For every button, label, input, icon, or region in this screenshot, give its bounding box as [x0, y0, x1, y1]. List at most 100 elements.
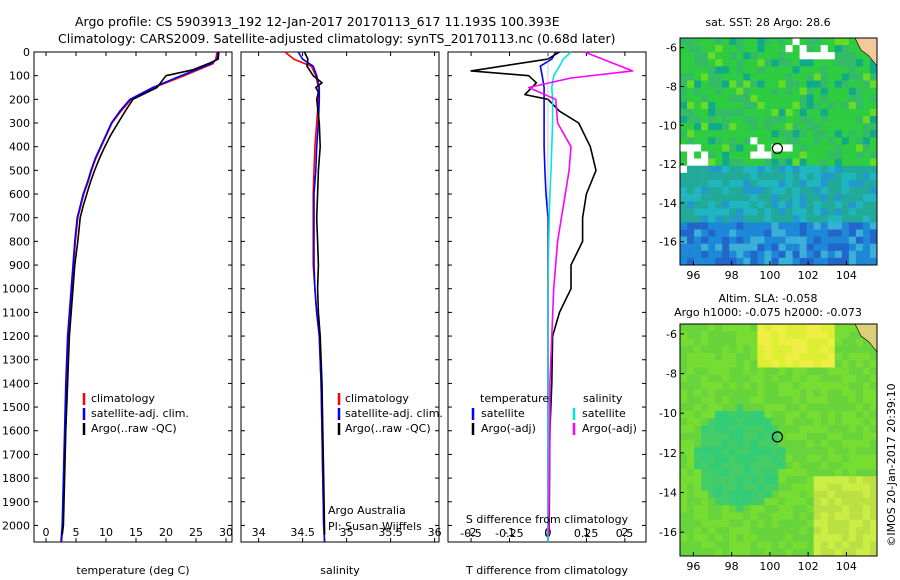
sst-map-cell — [813, 116, 822, 124]
sst-map-cell — [694, 250, 702, 259]
sst-map-cell — [715, 236, 723, 245]
sst-map-cell — [701, 94, 709, 103]
sla-map-cell — [729, 461, 737, 470]
sst-map-cell — [729, 137, 737, 145]
sst-map-cell — [855, 73, 864, 81]
sst-map-cell — [708, 52, 716, 60]
sla-map-cell — [701, 476, 709, 484]
sst-map-cell — [841, 116, 850, 124]
sla-map-cell — [708, 527, 716, 535]
sst-map-cell — [855, 172, 864, 181]
sst-map-cell — [778, 52, 786, 60]
sst-map-cell — [806, 229, 814, 237]
sla-map-cell — [743, 345, 751, 354]
sst-map-cell — [778, 66, 786, 74]
sst-map-cell — [708, 179, 716, 188]
sst-map-cell — [687, 172, 695, 181]
sla-map-cell — [834, 331, 843, 339]
sla-map-title-2: Argo h1000: -0.075 h2000: -0.073 — [674, 306, 862, 319]
sla-map-cell — [799, 353, 807, 361]
sla-map-cell — [694, 541, 702, 550]
sla-map-cell — [792, 418, 800, 426]
sla-map-cell — [722, 418, 730, 426]
sst-map-cell — [806, 186, 814, 195]
sst-map-cell — [680, 236, 688, 245]
sst-map-cell — [743, 165, 751, 174]
salinity-x-tick-label: 34.5 — [290, 526, 315, 539]
sst-map-cell — [827, 130, 836, 138]
sst-map-cell — [806, 45, 814, 53]
sst-map-cell — [869, 137, 878, 145]
sst-map-cell — [848, 186, 857, 195]
sla-map-cell — [827, 440, 836, 448]
sla-map-cell — [785, 447, 793, 455]
sla-map-cell — [785, 411, 793, 419]
sst-map-cell — [771, 38, 779, 46]
sst-map-cell — [827, 165, 836, 174]
difference-series — [470, 51, 634, 542]
sla-map-cell — [869, 461, 878, 470]
sst-map-cell — [785, 45, 793, 53]
depth-tick-label: 400 — [9, 141, 30, 154]
sst-map-cell — [750, 101, 758, 110]
sla-map-cell — [757, 389, 765, 397]
temperature-series — [60, 51, 220, 543]
sst-map-cell — [834, 208, 843, 216]
sst-map-cell — [848, 158, 857, 166]
legend-label: satellite-adj. clim. — [91, 407, 189, 420]
sst-map-cell — [680, 165, 688, 174]
sla-map-cell — [694, 403, 702, 412]
sla-map-cell — [687, 469, 695, 477]
sla-map-cell — [806, 447, 814, 455]
sla-map-cell — [785, 374, 793, 383]
sla-map-cell — [708, 440, 716, 448]
sla-map-cell — [869, 345, 878, 354]
sla-map-cell — [722, 483, 730, 492]
sst-map-cell — [799, 101, 807, 110]
sst-map-cell — [855, 94, 864, 103]
sla-map-cell — [750, 541, 758, 550]
sst-map-cell — [827, 144, 836, 152]
sla-map-cell — [736, 411, 744, 419]
sla-map-cell — [750, 360, 758, 368]
sst-map-cell — [841, 144, 850, 152]
sst-map-cell — [855, 165, 864, 174]
sla-map-cell — [848, 527, 857, 535]
lon-tick-label: 104 — [836, 269, 857, 282]
sla-map-cell — [743, 527, 751, 535]
sla-map-cell — [820, 447, 829, 455]
sst-map-cell — [792, 137, 800, 145]
sla-map-cell — [827, 396, 836, 405]
lat-tick-label: -12 — [659, 158, 677, 171]
sst-map-cell — [806, 172, 814, 181]
sla-map-cell — [799, 519, 807, 528]
sla-map-cell — [694, 461, 702, 470]
sla-map-cell — [813, 498, 822, 506]
sla-map-cell — [757, 512, 765, 521]
sla-map-cell — [736, 505, 744, 513]
lon-tick-label: 102 — [798, 269, 819, 282]
sst-map-cell — [869, 101, 878, 110]
sst-map-cell — [834, 151, 843, 159]
sla-map-cell — [715, 469, 723, 477]
sst-map-cell — [792, 222, 800, 230]
sst-map-cell — [680, 215, 688, 223]
sla-map-cell — [687, 447, 695, 455]
sla-map-cell — [743, 374, 751, 383]
sst-map-cell — [729, 87, 737, 96]
sst-map-cell — [701, 179, 709, 188]
sla-map-cell — [694, 396, 702, 405]
depth-tick-label: 1900 — [2, 496, 30, 509]
sla-map-cell — [820, 389, 829, 397]
sla-map-cell — [813, 338, 822, 347]
sst-map-cell — [785, 87, 793, 96]
sst-map-cell — [736, 52, 744, 60]
sst-map-cell — [799, 80, 807, 88]
sst-map-cell — [785, 80, 793, 88]
t-argo-line — [470, 51, 597, 535]
sst-map-cell — [834, 137, 843, 145]
sst-map-cell — [813, 215, 822, 223]
sla-map-cell — [771, 541, 779, 550]
sla-map-cell — [855, 490, 864, 499]
